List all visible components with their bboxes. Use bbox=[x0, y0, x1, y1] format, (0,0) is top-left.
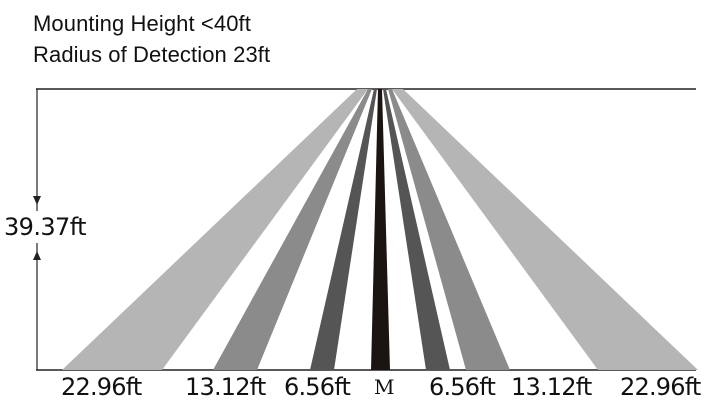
distance-label-left-outer: 22.96ft bbox=[61, 373, 142, 401]
inner-beam-right bbox=[383, 89, 450, 370]
mid-beam-left bbox=[213, 89, 372, 370]
mid-beam-right bbox=[388, 89, 510, 370]
distance-label-right-inner: 6.56ft bbox=[429, 373, 496, 401]
inner-beam-left bbox=[310, 89, 377, 370]
outer-beam-left bbox=[62, 89, 368, 370]
mounting-height-title: Mounting Height <40ft bbox=[33, 11, 251, 36]
arrow-down-icon bbox=[33, 196, 41, 205]
mounting-height-value: 39.37ft bbox=[4, 211, 87, 243]
distance-label-left-mid: 13.12ft bbox=[185, 373, 266, 401]
outer-beam-right bbox=[392, 89, 698, 370]
center-beam bbox=[371, 89, 390, 370]
detection-radius-title: Radius of Detection 23ft bbox=[33, 42, 271, 67]
arrow-up-icon bbox=[33, 251, 41, 260]
center-mount-label: M bbox=[374, 375, 395, 399]
distance-label-right-mid: 13.12ft bbox=[511, 373, 592, 401]
distance-label-right-outer: 22.96ft bbox=[620, 373, 701, 401]
title-block: Mounting Height <40ft Radius of Detectio… bbox=[33, 8, 270, 70]
distance-label-left-inner: 6.56ft bbox=[284, 373, 351, 401]
